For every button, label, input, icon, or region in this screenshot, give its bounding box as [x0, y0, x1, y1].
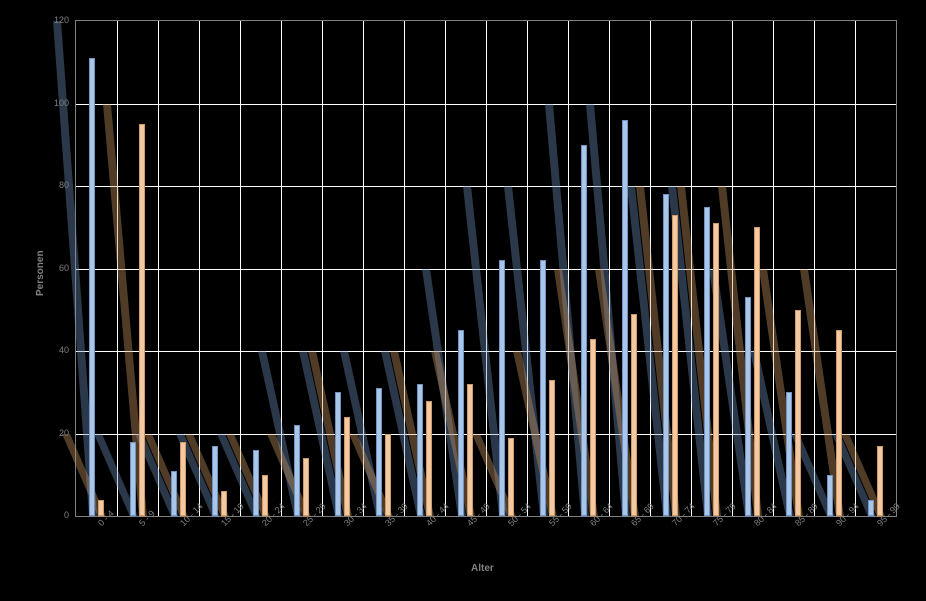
gridline-v — [281, 21, 282, 516]
plot-area — [75, 20, 897, 517]
gridline-v — [363, 21, 364, 516]
bar-series-a-blue — [212, 446, 218, 516]
bar-series-a-blue — [786, 392, 792, 516]
bar-series-b-orange — [508, 438, 514, 516]
gridline-v — [404, 21, 405, 516]
gridline-v — [814, 21, 815, 516]
y-tick: 100 — [54, 98, 69, 108]
bar-series-a-blue — [622, 120, 628, 516]
gridline-v — [445, 21, 446, 516]
bar-series-a-blue — [294, 425, 300, 516]
bar-series-b-orange — [262, 475, 268, 516]
bar-series-a-blue — [827, 475, 833, 516]
bar-series-a-blue — [663, 194, 669, 516]
bar-series-b-orange — [672, 215, 678, 516]
bar-series-b-orange — [344, 417, 350, 516]
gridline-v — [117, 21, 118, 516]
bar-series-a-blue — [704, 207, 710, 516]
chart-stage: 020406080100120 0 - 45 - 910 - 1415 - 19… — [0, 0, 926, 601]
y-axis-label: Personen — [35, 250, 46, 296]
bar-series-a-blue — [253, 450, 259, 516]
gridline-v — [527, 21, 528, 516]
bar-series-a-blue — [130, 442, 136, 516]
y-tick: 120 — [54, 15, 69, 25]
gridline-v — [773, 21, 774, 516]
gridline-v — [732, 21, 733, 516]
bar-series-a-blue — [89, 58, 95, 516]
gridline-v — [322, 21, 323, 516]
bar-series-b-orange — [795, 310, 801, 516]
gridline-v — [609, 21, 610, 516]
bar-series-b-orange — [590, 339, 596, 516]
gridline-v — [486, 21, 487, 516]
bar-series-b-orange — [180, 442, 186, 516]
bar-series-a-blue — [376, 388, 382, 516]
bar-series-a-blue — [171, 471, 177, 516]
bar-series-a-blue — [540, 260, 546, 516]
bar-series-b-orange — [467, 384, 473, 516]
bar-series-b-orange — [549, 380, 555, 516]
gridline-v — [568, 21, 569, 516]
gridline-v — [691, 21, 692, 516]
y-tick: 0 — [64, 510, 69, 520]
y-tick: 80 — [59, 180, 69, 190]
y-tick: 20 — [59, 428, 69, 438]
gridline-v — [855, 21, 856, 516]
bar-series-a-blue — [499, 260, 505, 516]
bar-series-a-blue — [335, 392, 341, 516]
gridline-v — [199, 21, 200, 516]
bar-series-a-blue — [581, 145, 587, 516]
bar-series-b-orange — [631, 314, 637, 516]
bar-series-a-blue — [417, 384, 423, 516]
bar-series-a-blue — [745, 297, 751, 516]
bar-series-b-orange — [303, 458, 309, 516]
bar-series-a-blue — [458, 330, 464, 516]
bar-series-b-orange — [754, 227, 760, 516]
gridline-v — [650, 21, 651, 516]
gridline-v — [158, 21, 159, 516]
bar-series-b-orange — [385, 434, 391, 517]
x-axis-label: Alter — [471, 563, 494, 574]
bar-series-b-orange — [426, 401, 432, 517]
gridline-v — [240, 21, 241, 516]
bar-series-a-blue — [868, 500, 874, 517]
bar-series-b-orange — [836, 330, 842, 516]
bar-series-b-orange — [139, 124, 145, 516]
y-tick: 40 — [59, 345, 69, 355]
y-tick: 60 — [59, 263, 69, 273]
bar-series-b-orange — [877, 446, 883, 516]
bar-series-b-orange — [713, 223, 719, 516]
